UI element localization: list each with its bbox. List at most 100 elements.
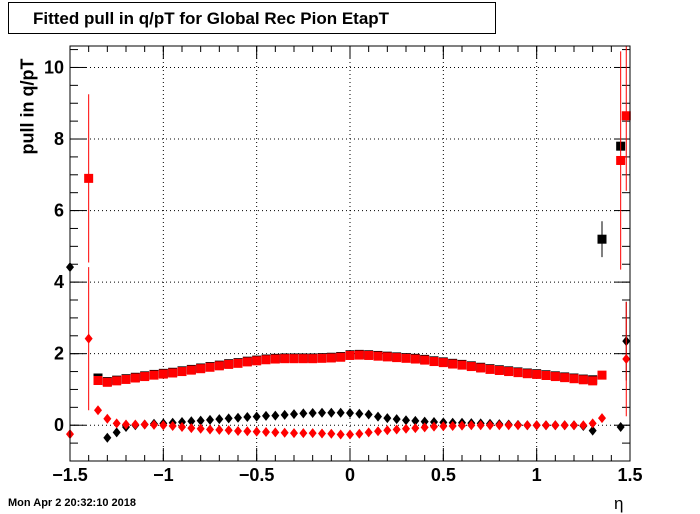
diamond-marker — [178, 417, 186, 428]
square-marker — [457, 360, 467, 370]
diamond-marker — [150, 419, 158, 430]
diamond-marker — [206, 424, 214, 435]
diamond-marker — [159, 420, 168, 431]
diamond-marker — [439, 421, 448, 432]
diamond-marker — [364, 427, 373, 438]
diamond-marker — [420, 422, 429, 433]
grid-lines — [70, 46, 630, 461]
series-3 — [66, 267, 631, 453]
square-marker — [494, 365, 504, 375]
diamond-marker — [467, 420, 476, 431]
x-tick-label: 0.5 — [431, 465, 456, 485]
square-marker — [168, 368, 178, 378]
diamond-marker — [476, 420, 485, 431]
square-marker — [345, 350, 355, 360]
diamond-marker — [392, 424, 401, 435]
square-marker — [177, 367, 187, 377]
square-marker — [448, 359, 458, 369]
diamond-marker — [411, 415, 420, 426]
diamond-marker — [542, 420, 550, 431]
diamond-marker — [622, 354, 631, 365]
square-marker — [224, 359, 234, 369]
x-axis-label: η — [614, 494, 624, 513]
diamond-marker — [196, 423, 205, 434]
square-marker — [420, 355, 430, 365]
diamond-marker — [355, 408, 364, 419]
diamond-marker — [215, 424, 224, 435]
square-marker — [289, 354, 299, 364]
diamond-marker — [355, 428, 364, 439]
diamond-marker — [420, 416, 429, 427]
square-marker — [326, 353, 336, 363]
diamond-marker — [280, 427, 289, 438]
diamond-marker — [299, 428, 308, 439]
diamond-marker — [262, 410, 270, 421]
diamond-marker — [318, 428, 326, 439]
square-marker — [84, 173, 94, 183]
y-tick-label: 10 — [44, 57, 64, 77]
square-marker — [513, 368, 523, 378]
diamond-marker — [187, 416, 196, 427]
x-tick-label: −1 — [153, 465, 174, 485]
square-marker — [550, 372, 560, 382]
square-marker — [149, 370, 159, 380]
square-marker — [261, 355, 271, 365]
square-marker — [317, 353, 327, 363]
square-marker — [588, 376, 598, 386]
diamond-marker — [616, 422, 625, 433]
square-marker — [504, 367, 514, 377]
diamond-marker — [336, 407, 345, 418]
square-marker — [392, 353, 402, 363]
diamond-marker — [588, 425, 597, 436]
diamond-marker — [271, 427, 280, 438]
diamond-marker — [336, 429, 345, 440]
square-marker — [485, 364, 495, 374]
timestamp: Mon Apr 2 20:32:10 2018 — [8, 497, 136, 509]
diamond-marker — [448, 420, 457, 431]
diamond-marker — [430, 421, 438, 432]
diamond-marker — [532, 420, 541, 431]
diamond-marker — [551, 420, 560, 431]
diamond-marker — [411, 423, 420, 434]
diamond-marker — [514, 420, 522, 431]
square-marker — [532, 369, 542, 379]
diamond-marker — [112, 418, 121, 429]
square-marker — [298, 354, 308, 364]
square-marker — [476, 363, 486, 373]
diamond-marker — [570, 420, 578, 431]
diamond-marker — [299, 408, 308, 419]
diamond-marker — [234, 412, 242, 423]
square-marker — [429, 357, 439, 367]
square-marker — [252, 356, 262, 366]
diamond-marker — [224, 413, 233, 424]
diamond-marker — [131, 419, 140, 430]
square-marker — [102, 377, 112, 387]
diamond-marker — [374, 411, 382, 422]
diamond-marker — [206, 414, 214, 425]
series-0 — [93, 141, 626, 387]
diamond-marker — [504, 420, 513, 431]
diamond-marker — [178, 422, 186, 433]
square-marker — [93, 376, 103, 386]
tick-labels: −1.5 −1 −0.5 0 0.5 1 1.5 0 2 4 6 8 10 — [44, 57, 643, 485]
square-marker — [336, 352, 346, 362]
diamond-marker — [122, 419, 130, 430]
diamond-marker — [290, 409, 298, 420]
square-marker — [121, 374, 131, 384]
diamond-marker — [103, 432, 112, 443]
diamond-marker — [383, 425, 392, 436]
square-marker — [308, 354, 318, 364]
square-marker — [401, 353, 411, 363]
square-marker — [242, 357, 252, 367]
diamond-marker — [224, 425, 233, 436]
square-marker — [541, 370, 551, 380]
square-marker — [560, 373, 570, 383]
square-marker — [466, 362, 476, 372]
square-marker — [140, 372, 150, 382]
data-markers — [66, 46, 631, 453]
y-tick-label: 2 — [54, 344, 64, 364]
diamond-marker — [94, 405, 102, 416]
diamond-marker — [374, 426, 382, 437]
y-tick-label: 0 — [54, 415, 64, 435]
square-marker — [578, 375, 588, 385]
